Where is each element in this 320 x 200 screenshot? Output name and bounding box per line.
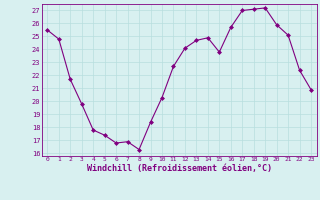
- X-axis label: Windchill (Refroidissement éolien,°C): Windchill (Refroidissement éolien,°C): [87, 164, 272, 173]
